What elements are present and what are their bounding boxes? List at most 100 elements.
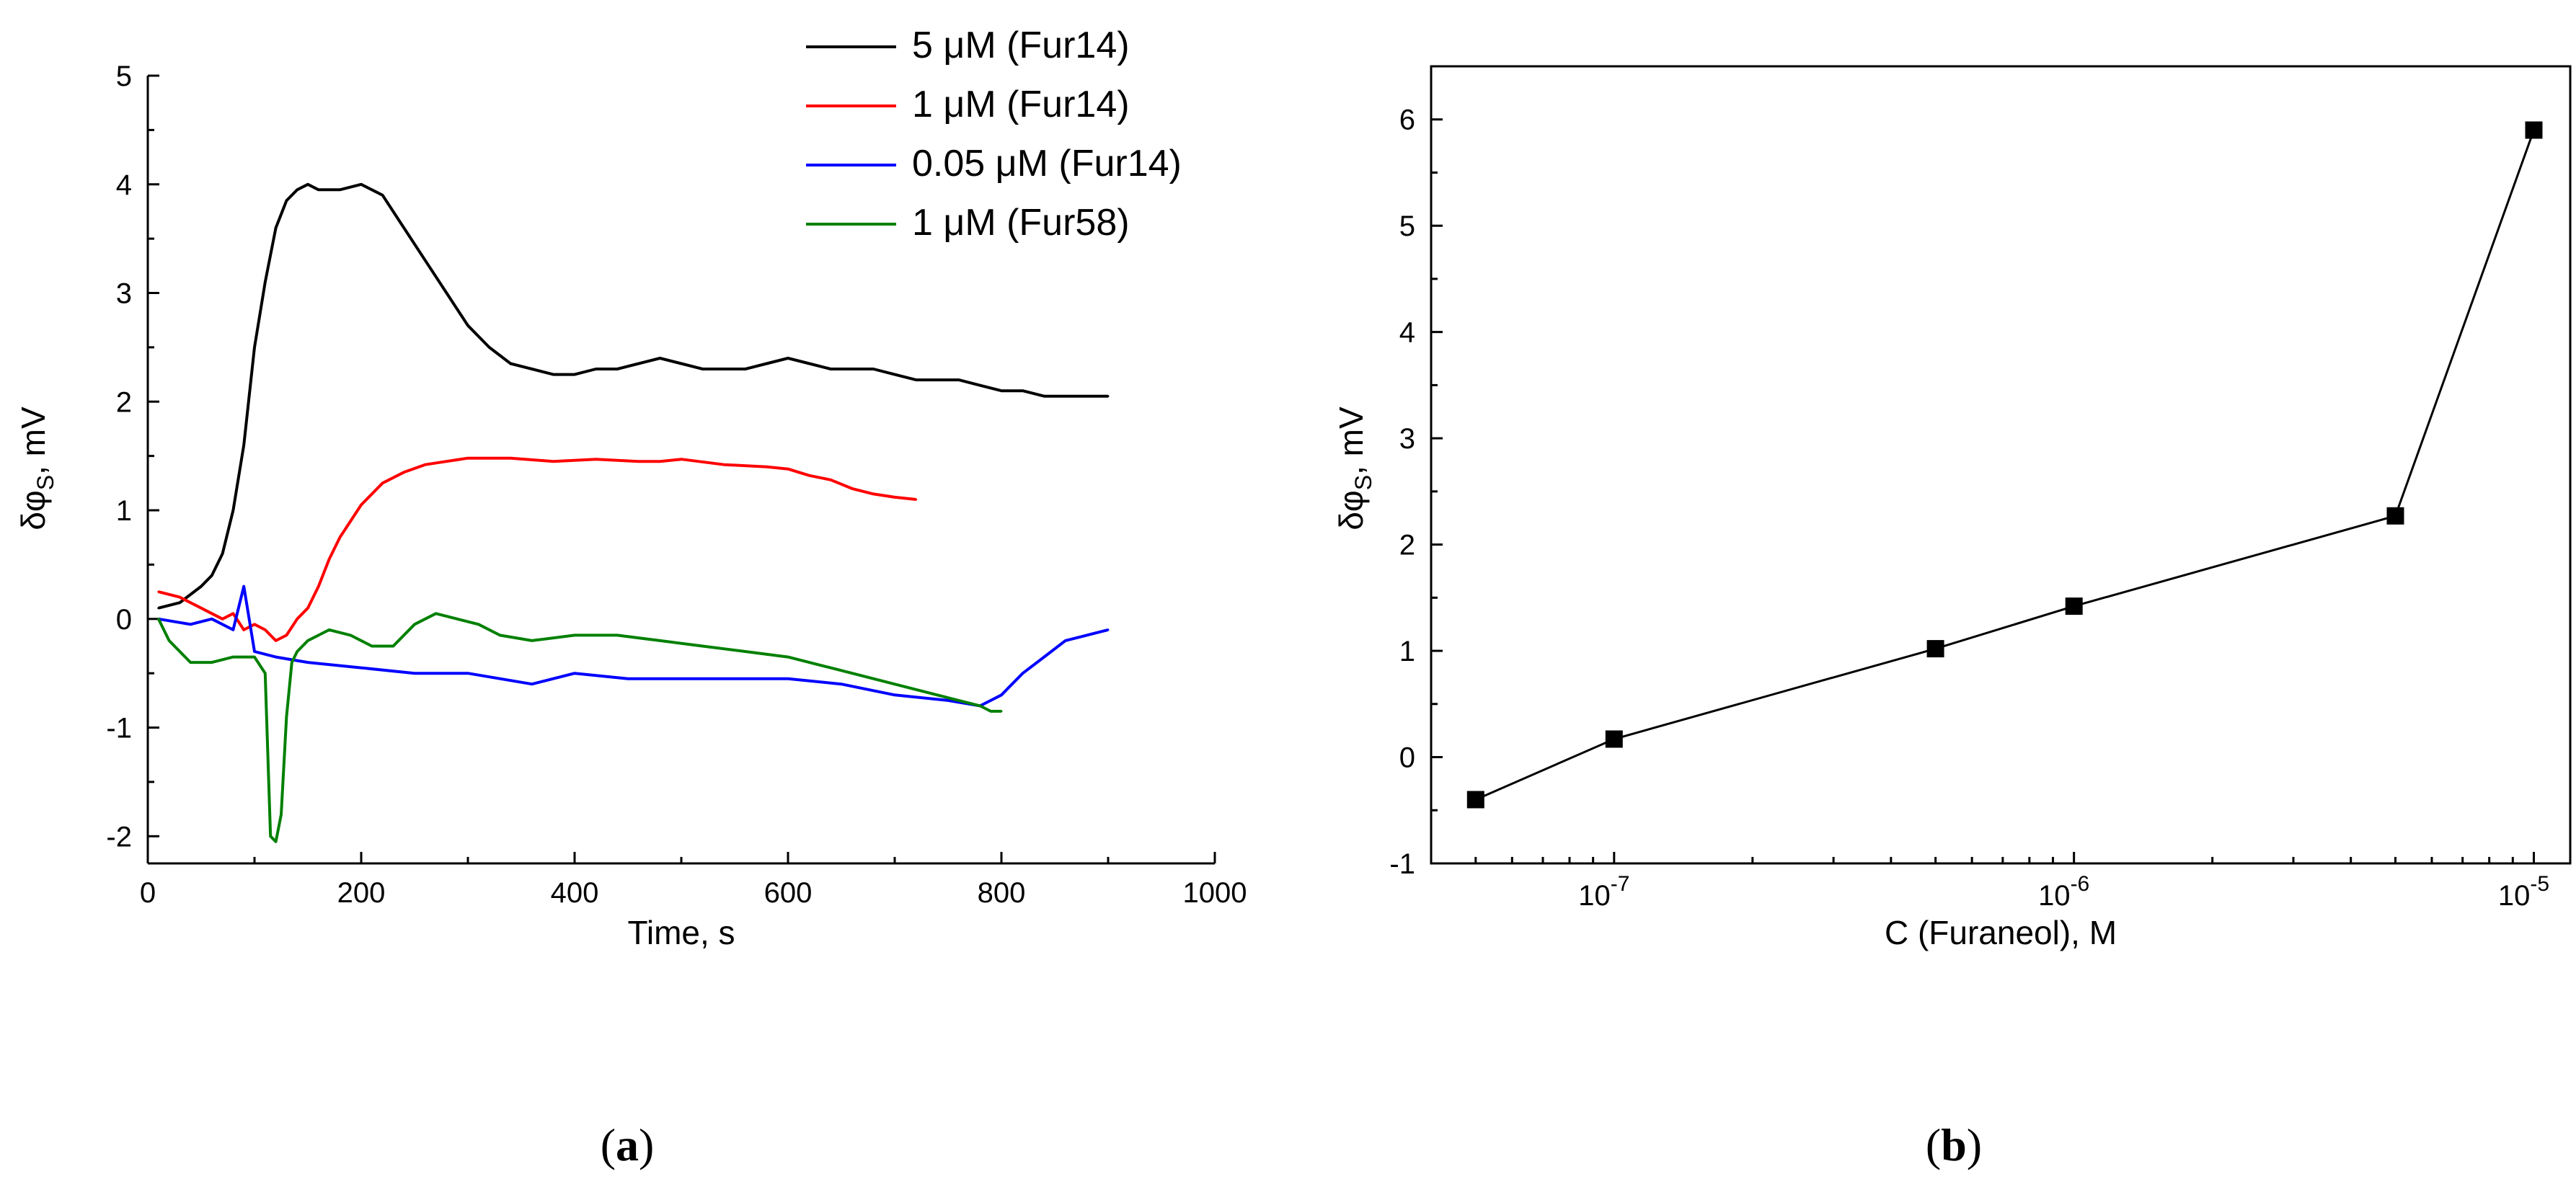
panel-a-y-tick-label: 3	[116, 278, 132, 310]
panel-b-y-tick-label: 2	[1399, 530, 1415, 561]
data-point	[531, 368, 534, 370]
data-point	[456, 618, 459, 621]
data-point	[765, 466, 768, 468]
panel-a-label-letter: a	[616, 1119, 639, 1170]
panel-a-y-axis-label: δφS, mV	[14, 406, 58, 530]
data-point	[391, 645, 394, 647]
data-point-square	[1926, 640, 1944, 658]
data-point	[616, 368, 619, 370]
series-line-5-m-fur14	[158, 182, 1108, 610]
data-point	[744, 368, 747, 370]
data-point	[808, 363, 811, 365]
data-point	[253, 656, 256, 659]
panel-b-series	[1466, 121, 2543, 809]
data-point	[157, 590, 160, 593]
panel-a-y-tick-label: 4	[116, 169, 132, 201]
panel-a-series	[157, 182, 1110, 843]
data-point	[360, 667, 363, 670]
data-point	[296, 618, 298, 621]
data-point	[157, 618, 160, 621]
panel-a-y-tick-label: 1	[116, 495, 132, 527]
data-point	[531, 683, 534, 685]
data-point	[680, 677, 683, 680]
data-point	[211, 612, 213, 615]
data-point	[242, 585, 245, 588]
data-point	[306, 661, 309, 664]
data-point	[231, 509, 234, 512]
panel-b-x-axis-label: C (Furaneol), M	[1885, 914, 2117, 951]
data-point	[637, 460, 640, 463]
data-point	[317, 188, 320, 191]
data-point	[445, 460, 448, 463]
data-point	[1085, 395, 1088, 398]
panel-b-y-label-unit: , mV	[1332, 406, 1370, 475]
data-point	[595, 368, 598, 370]
data-point	[498, 677, 501, 680]
data-point-square	[1605, 730, 1623, 748]
data-point	[178, 596, 181, 599]
data-point	[264, 628, 267, 631]
data-point	[658, 639, 661, 642]
panel-a-y-tick-label: 2	[116, 386, 132, 418]
data-point	[658, 357, 661, 360]
data-point	[936, 378, 939, 381]
data-point	[989, 710, 992, 713]
data-point	[915, 498, 918, 501]
data-point	[231, 612, 234, 615]
legend-label: 5 μM (Fur14)	[912, 25, 1130, 66]
data-point	[466, 672, 469, 675]
tick-base: 10	[2038, 880, 2071, 912]
data-point	[306, 639, 309, 642]
data-point	[637, 363, 640, 365]
data-point	[360, 504, 363, 506]
data-point	[733, 677, 736, 680]
panel-b-x-tick-label: 10-7	[1578, 872, 1629, 912]
data-point	[787, 656, 789, 659]
data-point	[509, 363, 512, 365]
data-point	[275, 840, 278, 843]
data-point	[1000, 693, 1003, 696]
panel-b-y-label-main: δφ	[1332, 490, 1370, 530]
data-point	[573, 373, 576, 376]
data-point	[231, 628, 234, 631]
data-point	[264, 280, 267, 283]
panel-b-x-tick-label: 10-5	[2498, 872, 2549, 912]
data-point	[221, 618, 224, 621]
data-point	[808, 474, 811, 477]
panel-a-x-tick-label: 200	[337, 877, 386, 909]
panel-b-label-letter: b	[1941, 1119, 1967, 1170]
data-point	[893, 693, 896, 696]
data-point	[189, 661, 192, 664]
panel-b-frame	[1430, 65, 2572, 865]
data-point	[744, 650, 747, 653]
data-point-square	[2386, 507, 2404, 525]
data-point	[787, 677, 789, 680]
data-point	[978, 704, 981, 707]
data-point	[338, 188, 341, 191]
panel-a-x-tick-label: 0	[140, 877, 156, 909]
data-point	[360, 183, 363, 186]
series-line-1-m-fur58	[157, 612, 1001, 843]
data-point	[552, 373, 554, 376]
data-point	[851, 487, 854, 490]
data-point	[264, 672, 267, 675]
panel-b-y-label-sub: S	[1350, 475, 1376, 490]
data-point	[701, 368, 704, 370]
data-point	[445, 292, 448, 294]
data-point	[616, 633, 619, 636]
data-point	[275, 656, 278, 659]
series-line-1-m-fur14	[158, 456, 916, 642]
data-point	[509, 457, 512, 460]
panel-b-x-tick-label: 10-6	[2038, 872, 2089, 912]
panel-a-label-open: (	[601, 1119, 616, 1170]
data-point	[413, 672, 416, 675]
data-point	[1000, 389, 1003, 392]
panel-a-y-label-sub: S	[32, 475, 58, 490]
data-point	[851, 368, 854, 370]
data-point-square	[2525, 121, 2543, 139]
data-point	[221, 552, 224, 555]
panel-a-label-close: )	[639, 1119, 654, 1170]
data-point	[658, 460, 661, 463]
data-point	[957, 378, 960, 381]
